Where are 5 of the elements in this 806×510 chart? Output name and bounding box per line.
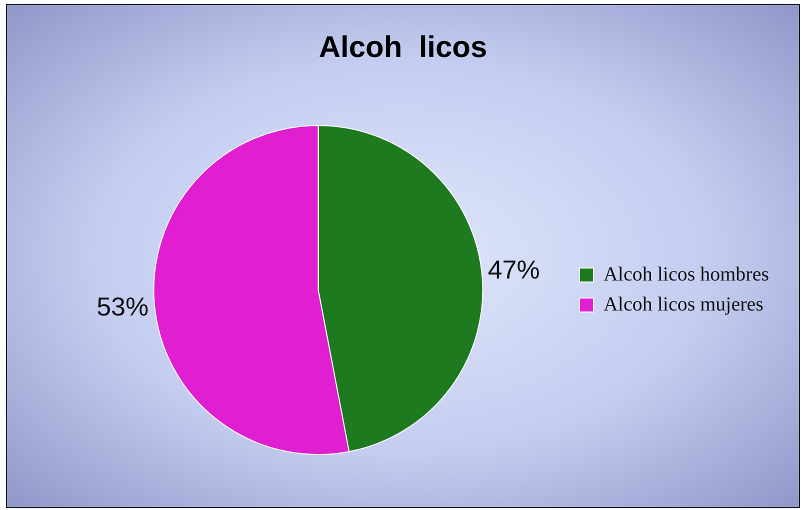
legend-label: Alcoh licos hombres xyxy=(603,263,770,286)
chart-title: Alcoh licos xyxy=(318,31,488,65)
data-label: 47% xyxy=(488,254,540,285)
data-label: 53% xyxy=(96,292,149,322)
legend-label: Alcoh licos mujeres xyxy=(603,293,764,316)
